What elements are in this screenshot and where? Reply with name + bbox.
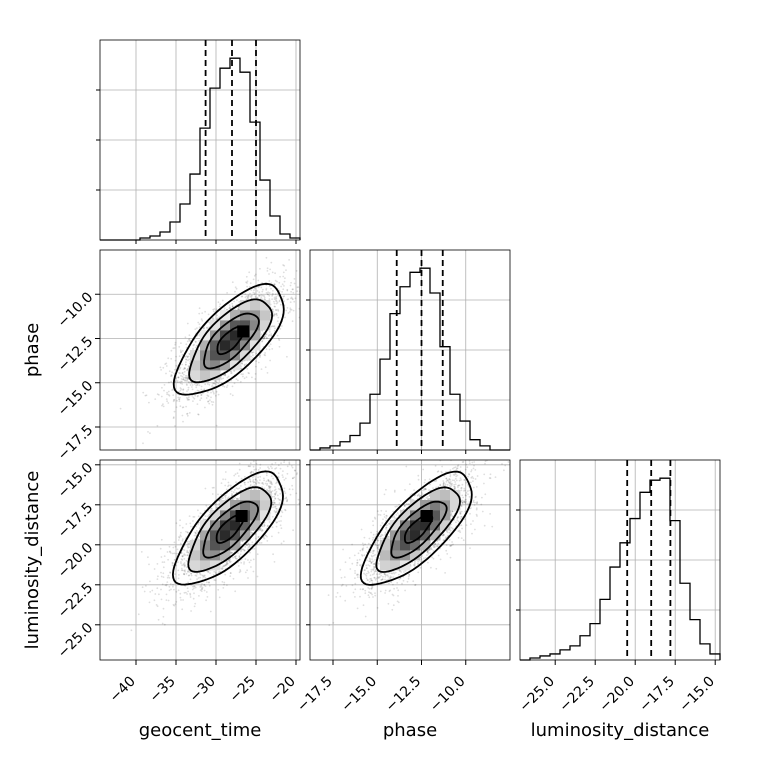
y-axis-label-luminosity-distance: luminosity_distance [22,471,43,650]
x-axis-label-luminosity-distance: luminosity_distance [531,720,710,741]
x-axis-label-phase: phase [383,720,437,741]
y-axis-label-phase: phase [22,323,43,377]
x-axis-label-geocent-time: geocent_time [139,720,262,741]
